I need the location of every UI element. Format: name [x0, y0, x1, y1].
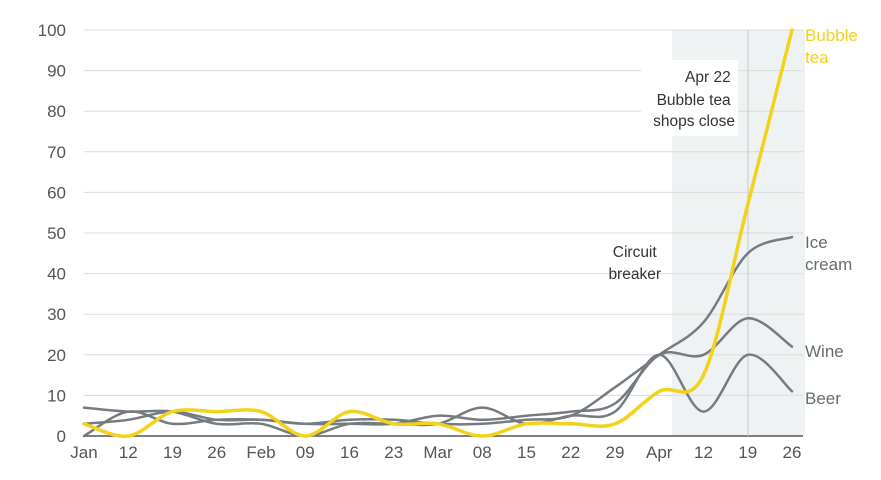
x-tick-label-10: 15 — [517, 443, 536, 462]
x-tick-label-9: 08 — [473, 443, 492, 462]
series-lines — [82, 28, 794, 438]
x-tick-label-16: 26 — [783, 443, 802, 462]
series-label-bubble-tea: Bubble tea — [805, 26, 863, 67]
series-label-ice-cream-line-2: cream — [805, 255, 852, 274]
series-label-wine: Wine — [805, 342, 844, 361]
series-label-beer: Beer — [805, 389, 841, 408]
series-label-ice-cream-line-1: Ice — [805, 233, 828, 252]
series-line-bubble-tea — [82, 28, 794, 438]
y-tick-label-40: 40 — [47, 265, 66, 284]
x-tick-label-15: 19 — [738, 443, 757, 462]
y-tick-label-80: 80 — [47, 102, 66, 121]
annotation-circuit-breaker-line-2: breaker — [608, 266, 661, 283]
annotation-circuit-breaker: Circuit breaker — [608, 244, 661, 283]
annotation-shops-close-line-1: Apr 22 — [685, 69, 731, 86]
y-axis-tick-labels: 0 10 20 30 40 50 60 70 80 90 100 — [38, 21, 66, 446]
y-tick-label-10: 10 — [47, 386, 66, 405]
annotation-shops-close-line-2: Bubble tea — [657, 92, 731, 109]
x-tick-label-2: 19 — [163, 443, 182, 462]
x-tick-label-14: 12 — [694, 443, 713, 462]
x-tick-label-0: Jan — [70, 443, 97, 462]
x-tick-label-4: Feb — [246, 443, 275, 462]
x-tick-label-1: 12 — [119, 443, 138, 462]
series-label-wine-line-1: Wine — [805, 342, 844, 361]
series-label-beer-line-1: Beer — [805, 389, 841, 408]
series-label-bubble-tea-line-1: Bubble — [805, 26, 858, 45]
y-tick-label-70: 70 — [47, 143, 66, 162]
y-tick-label-60: 60 — [47, 183, 66, 202]
series-label-ice-cream: Ice cream — [805, 233, 852, 274]
x-tick-label-13: Apr — [646, 443, 673, 462]
annotation-shops-close: Apr 22 Bubble tea shops close — [653, 69, 735, 130]
x-tick-label-11: 22 — [561, 443, 580, 462]
y-tick-label-20: 20 — [47, 346, 66, 365]
y-tick-label-50: 50 — [47, 224, 66, 243]
series-label-bubble-tea-line-2: tea — [805, 48, 829, 67]
x-tick-label-3: 26 — [207, 443, 226, 462]
annotation-shops-close-line-3: shops close — [653, 113, 735, 130]
y-tick-label-30: 30 — [47, 305, 66, 324]
x-tick-label-7: 23 — [384, 443, 403, 462]
y-tick-label-90: 90 — [47, 62, 66, 81]
y-tick-label-100: 100 — [38, 21, 66, 40]
x-tick-label-12: 29 — [606, 443, 625, 462]
x-axis-tick-labels: Jan 12 19 26 Feb 09 16 23 Mar 08 15 22 29 Apr 12 19 26 — [70, 443, 801, 462]
x-tick-label-8: Mar — [423, 443, 453, 462]
x-tick-label-5: 09 — [296, 443, 315, 462]
x-tick-label-6: 16 — [340, 443, 359, 462]
y-tick-label-0: 0 — [57, 427, 66, 446]
annotation-box-shops-close — [641, 60, 738, 136]
annotation-circuit-breaker-line-1: Circuit — [613, 244, 658, 261]
